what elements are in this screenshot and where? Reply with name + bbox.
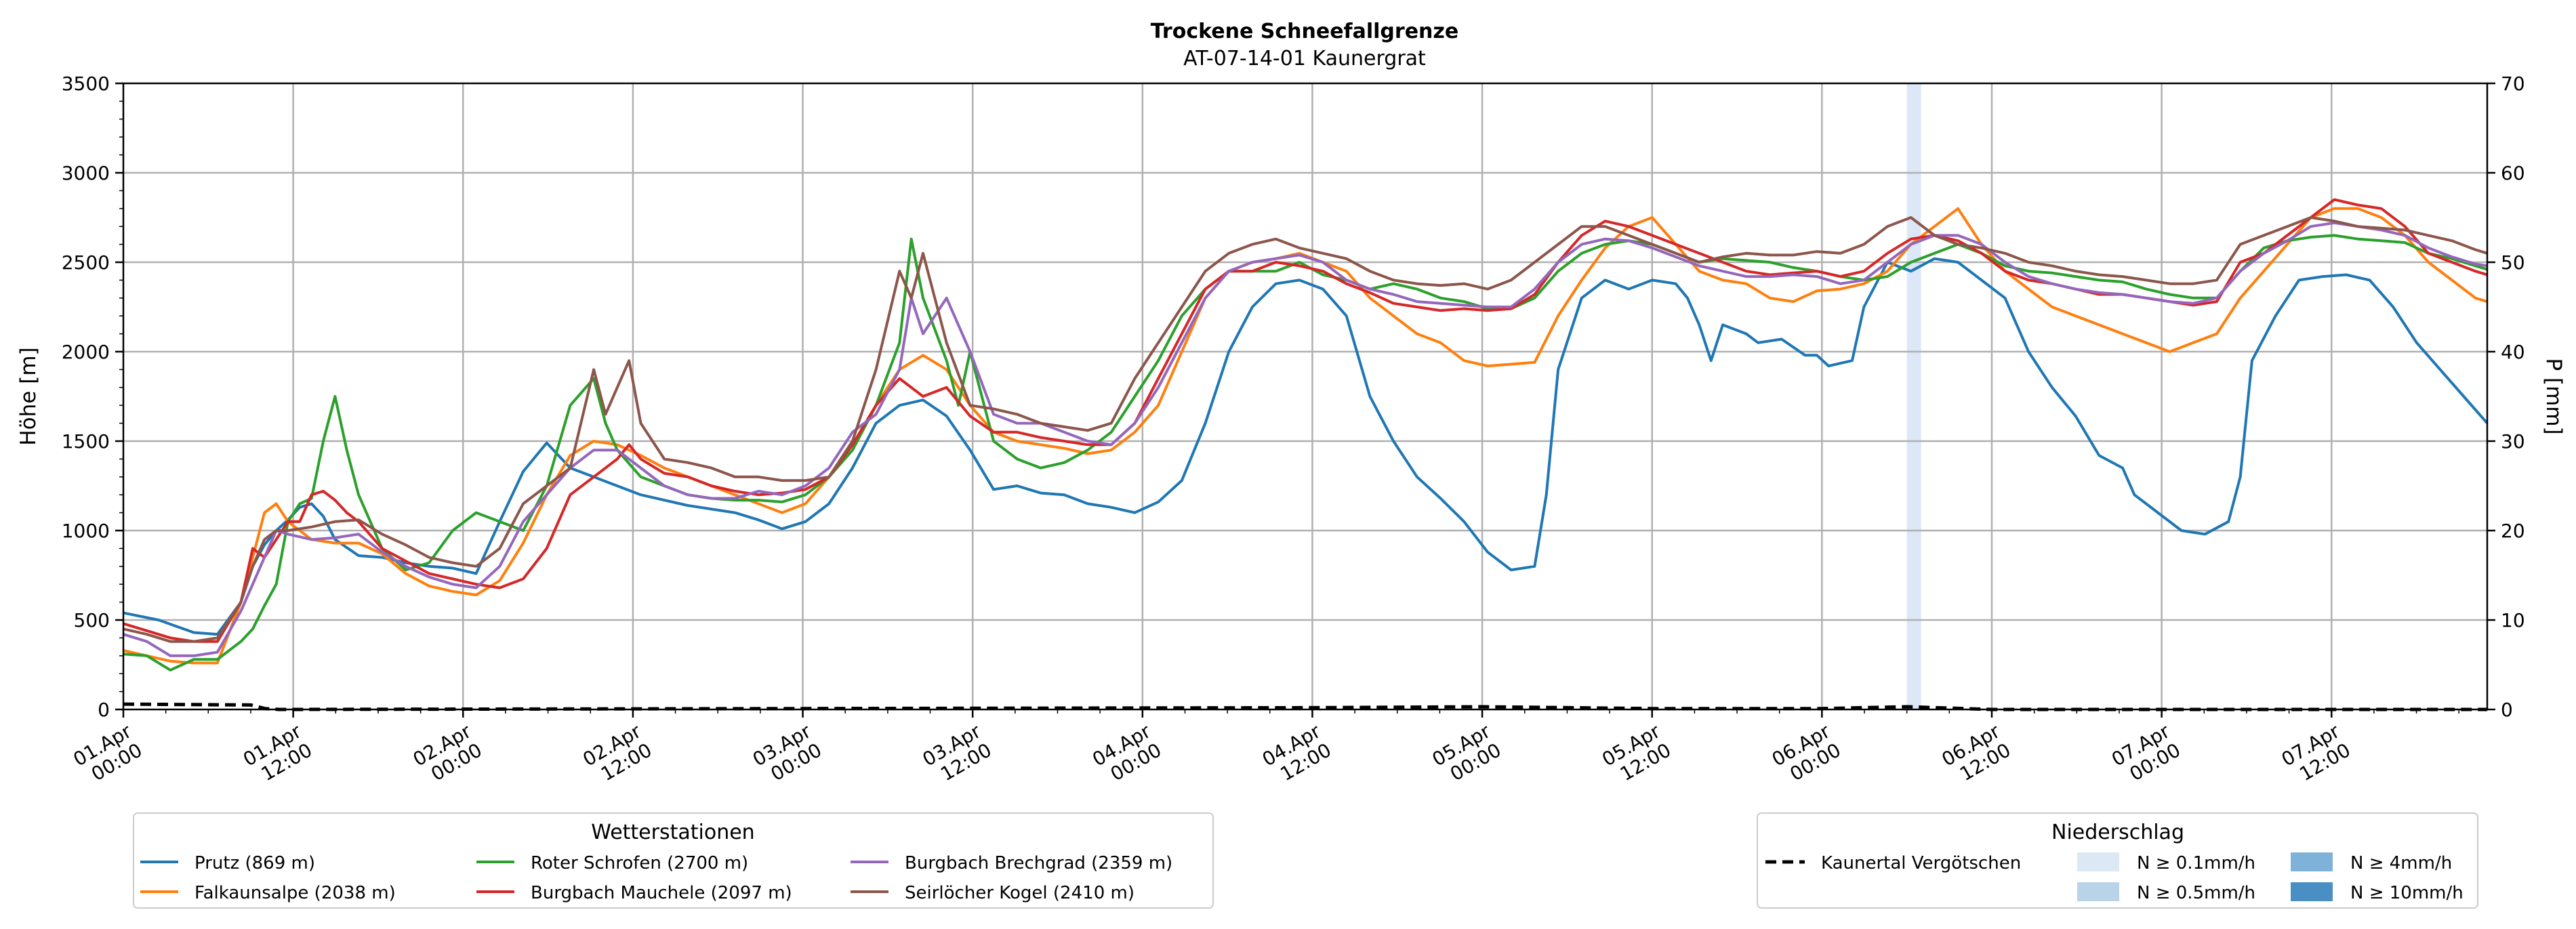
y-tick-label: 0 [98,699,110,721]
legend-label: Burgbach Brechgrad (2359 m) [905,853,1172,873]
legend-precip-swatch [2077,852,2119,871]
y-tick-label: 500 [74,609,110,632]
legend-precip-swatch [2291,882,2333,901]
y-tick-label: 2000 [62,341,110,363]
y-tick-label: 1500 [62,430,110,453]
y2-tick-label: 70 [2501,73,2525,95]
legend-precip-label: N ≥ 4mm/h [2350,853,2452,873]
legend-stations-frame [133,812,1214,909]
legend-precip: Niederschlag Kaunertal Vergötschen N ≥ 0… [1757,812,2478,909]
y-axis-label: Höhe [m] [16,347,41,445]
grid [123,83,2487,709]
legend-stations-title: Wetterstationen [591,821,754,844]
y2-tick-label: 10 [2501,609,2525,632]
y-tick-label: 1000 [62,520,110,542]
precip-line [123,702,2487,711]
y-tick-label: 3500 [62,73,110,95]
chart-subtitle: AT-07-14-01 Kaunergrat [1183,47,1426,70]
y2-tick-label: 50 [2501,251,2525,274]
y2-axis-label: P [mm] [2541,358,2566,434]
y-tick-label: 3000 [62,162,110,184]
legend-precip-label: N ≥ 0.1mm/h [2137,853,2255,873]
legend-label: Roter Schrofen (2700 m) [531,853,748,873]
series-line-3 [123,234,2488,672]
legend-label: Seirlöcher Kogel (2410 m) [905,883,1134,903]
precip-highlight-band [1906,83,1921,709]
legend-precip-label: N ≥ 0.5mm/h [2137,883,2255,903]
series-line-6 [123,216,2488,643]
legend-precip-title: Niederschlag [2051,821,2184,844]
y2-tick-label: 60 [2501,162,2525,184]
legend-stations: Wetterstationen Prutz (869 m) Falkaunsalp… [133,812,1214,909]
plot-frame [122,82,2489,711]
chart-title: Trockene Schneefallgrenze [1151,20,1458,43]
axes-ticks: 0 500 1000 1500 2000 2500 3000 3500 0 10 20 30 40 50 6… [62,73,2525,785]
series-line-4 [123,198,2488,643]
y2-tick-label: 40 [2501,341,2525,363]
legend-label: Prutz (869 m) [195,853,315,873]
series-group [123,198,2489,672]
legend-label: Burgbach Mauchele (2097 m) [531,883,792,903]
series-line-5 [123,221,2488,657]
legend-precip-swatch [2077,882,2119,901]
legend-precip-line-label: Kaunertal Vergötschen [1821,853,2021,873]
series-line-1 [123,257,2489,636]
legend-precip-label: N ≥ 10mm/h [2350,883,2463,903]
y2-tick-label: 0 [2501,699,2513,721]
y-tick-label: 2500 [62,251,110,274]
legend-label: Falkaunsalpe (2038 m) [195,883,396,903]
y2-tick-label: 30 [2501,430,2525,453]
legend-precip-swatch [2291,852,2333,871]
y2-tick-label: 20 [2501,520,2525,542]
